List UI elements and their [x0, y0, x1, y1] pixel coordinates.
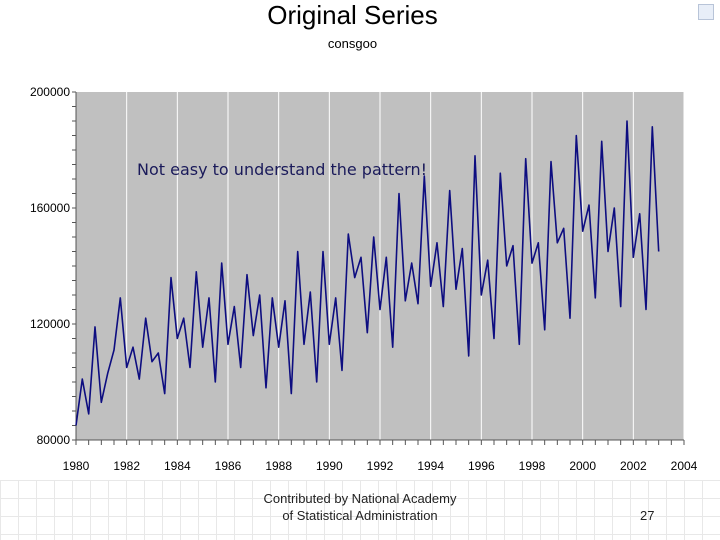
series-line-0 [75, 120, 660, 426]
slide-subtitle: consgoo [327, 36, 378, 51]
y-tick-label-160000: 160000 [30, 201, 70, 215]
x-tick-label-1994: 1994 [417, 459, 444, 473]
x-tick-label-1986: 1986 [215, 459, 242, 473]
x-tick-label-1992: 1992 [367, 459, 394, 473]
x-tick-label-1984: 1984 [164, 459, 191, 473]
footer-line-1: Contributed by National Academy [263, 491, 457, 506]
minor-ticks [72, 91, 685, 445]
axes [75, 92, 684, 441]
y-axis-labels: 80000 120000 160000 200000 [30, 85, 70, 447]
x-tick-label-1988: 1988 [265, 459, 292, 473]
x-tick-label-2000: 2000 [569, 459, 596, 473]
footer-credit: Contributed by National Academy of Stati… [240, 490, 480, 524]
background-grid-pattern [0, 480, 720, 540]
slide-corner-icon [698, 4, 714, 20]
x-tick-label-1998: 1998 [519, 459, 546, 473]
x-tick-label-1980: 1980 [63, 459, 90, 473]
x-tick-label-1982: 1982 [113, 459, 140, 473]
y-tick-label-120000: 120000 [30, 317, 70, 331]
y-tick-label-200000: 200000 [30, 85, 70, 99]
x-tick-label-2004: 2004 [671, 459, 698, 473]
x-tick-label-1990: 1990 [316, 459, 343, 473]
series-layer [75, 120, 660, 426]
x-axis-labels: 1980 1982 1984 1986 1988 1990 1992 1994 1996 1998… [63, 459, 698, 473]
x-tick-label-2002: 2002 [620, 459, 647, 473]
chart-annotation: Not easy to understand the pattern! [137, 160, 428, 179]
footer-line-2: of Statistical Administration [282, 508, 438, 523]
page-number: 27 [640, 508, 655, 523]
y-tick-label-80000: 80000 [37, 433, 71, 447]
slide-title: Original Series [267, 0, 438, 30]
x-tick-label-1996: 1996 [468, 459, 495, 473]
